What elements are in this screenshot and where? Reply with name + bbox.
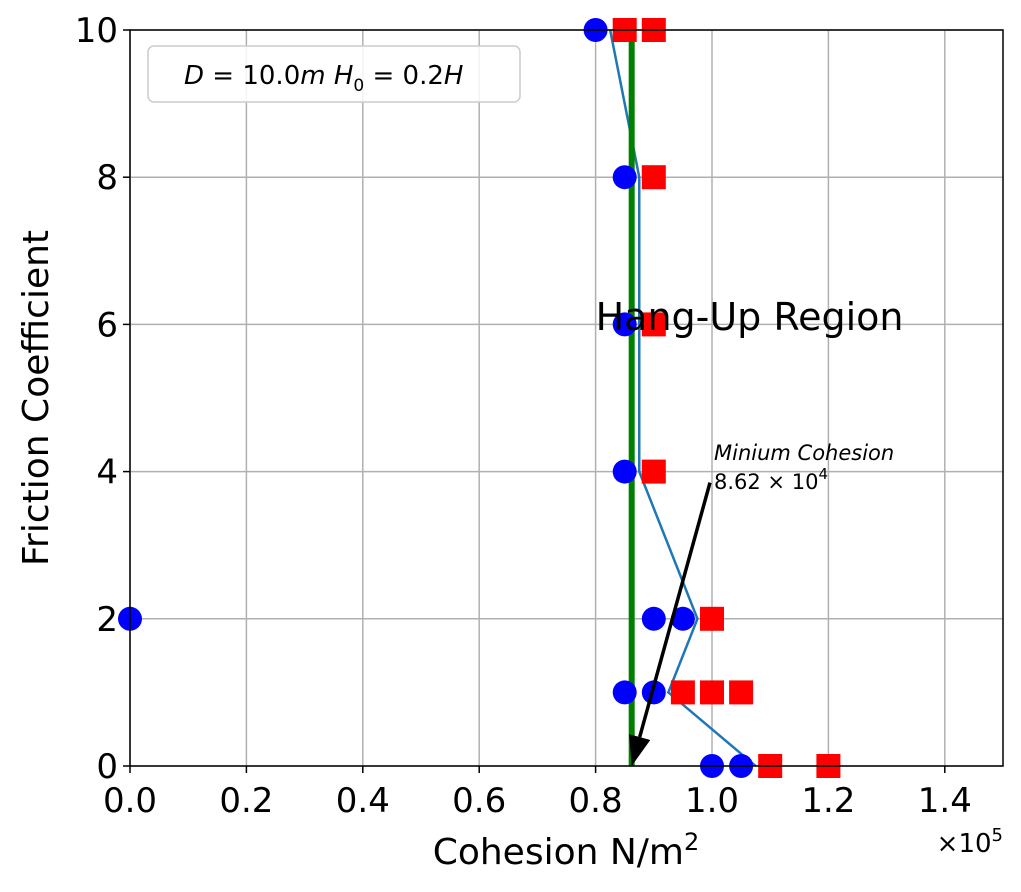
circle-point [612, 165, 637, 190]
square-point [700, 680, 724, 705]
legend-d-unit: m [300, 61, 325, 91]
square-point [700, 606, 724, 631]
min-cohesion-exponent: 4 [818, 465, 828, 483]
legend: D = 10.0m H0 = 0.2H [147, 45, 521, 103]
x-axis-label-text: Cohesion N/m [433, 832, 684, 873]
square-point [670, 680, 695, 705]
y-tick-label: 10 [75, 11, 118, 51]
square-point [729, 680, 754, 705]
circle-point [612, 680, 637, 705]
region-label: Hang-Up Region [596, 295, 904, 339]
x-tick-label: 0.4 [336, 781, 390, 821]
legend-h-value: = 0.2 [364, 61, 444, 91]
min-cohesion-label: Minium Cohesion [714, 441, 894, 465]
annotation-arrow [629, 482, 712, 766]
x-offset-superscript: 5 [992, 825, 1003, 846]
x-tick-label: 0.8 [569, 781, 623, 821]
y-axis-label: Friction Coefficient [16, 230, 57, 566]
x-tick-label: 0.0 [103, 781, 157, 821]
min-cohesion-value: 8.62 × 104 [714, 465, 828, 494]
legend-d-value: = 10.0 [204, 61, 300, 91]
circle-point [670, 606, 695, 631]
x-offset-text: ×10 [937, 829, 992, 859]
plot-frame [129, 29, 1004, 767]
annotations: Hang-Up Region Minium Cohesion 8.62 × 10… [596, 295, 904, 766]
y-tick-label: 6 [96, 305, 118, 345]
x-tick-label: 1.4 [918, 781, 972, 821]
circle-point [612, 312, 637, 337]
y-tick-label: 8 [96, 158, 118, 198]
boundary-line [608, 30, 757, 766]
x-tick-label: 0.2 [219, 781, 273, 821]
x-offset-label: ×105 [937, 825, 1003, 859]
legend-box [147, 45, 521, 103]
x-axis-label-superscript: 2 [684, 828, 699, 856]
x-tick-label: 0.6 [452, 781, 506, 821]
min-cohesion-mantissa: 8.62 × 10 [714, 470, 818, 494]
legend-h-subscript: 0 [353, 76, 364, 96]
legend-h-unit: H [444, 61, 464, 91]
x-tick-label: 1.0 [685, 781, 739, 821]
legend-d-symbol: D [184, 61, 204, 91]
y-tick-label: 0 [96, 747, 118, 787]
plot-background [130, 30, 1003, 766]
legend-text: D = 10.0m H0 = 0.2H [184, 61, 463, 96]
circle-point [641, 606, 666, 631]
arrow-head [629, 734, 651, 766]
circle-point [612, 459, 637, 484]
y-tick-label: 4 [96, 453, 118, 493]
x-axis-label: Cohesion N/m2 [433, 828, 700, 873]
square-point [641, 459, 666, 484]
x-tick-label: 1.2 [801, 781, 855, 821]
y-tick-label: 2 [96, 600, 118, 640]
square-point [641, 165, 666, 190]
series-lines [608, 30, 757, 766]
arrow-shaft [637, 482, 712, 738]
square-point [641, 312, 666, 337]
legend-h-symbol: H [326, 61, 354, 91]
ticks: 0.0 0.2 0.4 0.6 0.8 1.0 1.2 1.4 0 2 4 6 8 10 [75, 11, 972, 821]
